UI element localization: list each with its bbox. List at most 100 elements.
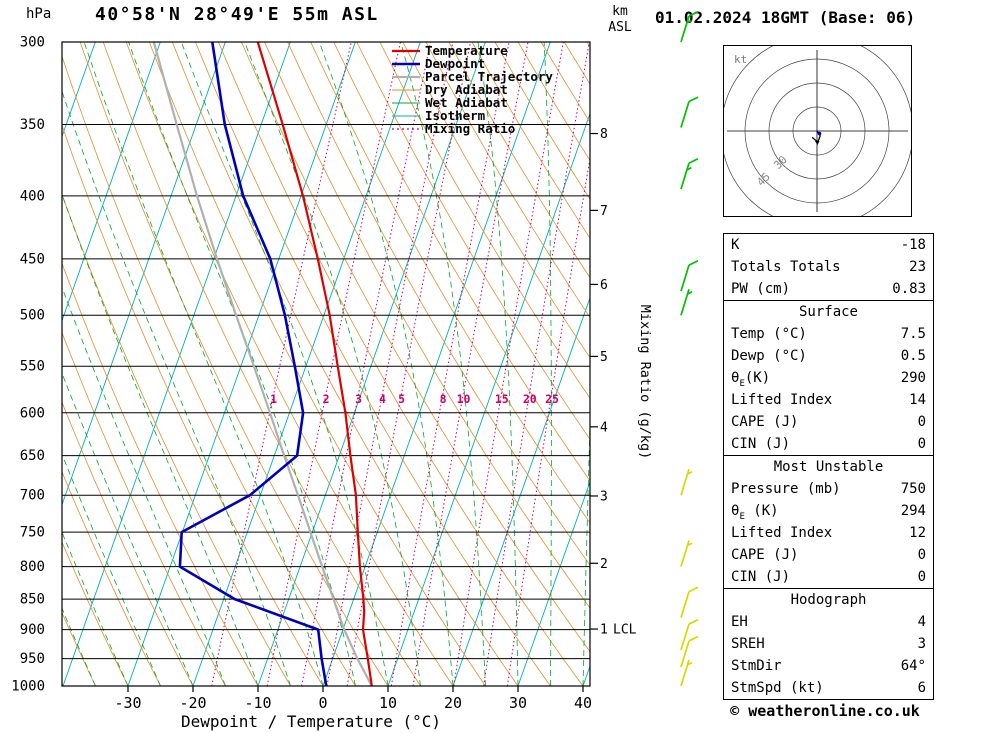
svg-text:4: 4	[379, 392, 386, 406]
wind-barb	[680, 96, 699, 128]
svg-text:-30: -30	[114, 694, 141, 712]
table-row-value: -18	[900, 237, 926, 253]
table-row-value: 0	[917, 569, 926, 585]
chart-background	[62, 42, 590, 686]
mixing-ratio-labels: 1 2 3 4 5 8 10 15 20 25	[270, 392, 559, 406]
table-row: Dewp (°C) 0.5	[724, 345, 933, 367]
hodograph-ring	[768, 82, 866, 180]
svg-text:30: 30	[509, 694, 527, 712]
wind-barb	[680, 260, 699, 292]
table-row: K -18	[724, 234, 933, 256]
table-row-label: SREH	[731, 636, 765, 652]
table-section: K -18 Totals Totals 23 PW (cm) 0.83	[724, 234, 933, 300]
table-row: EH 4	[724, 611, 933, 633]
svg-text:-20: -20	[179, 694, 206, 712]
table-row-value: 0	[917, 436, 926, 452]
table-row-label: θE (K)	[731, 503, 779, 522]
svg-text:40: 40	[574, 694, 592, 712]
parcel-trajectory-curve	[152, 42, 373, 686]
svg-text:850: 850	[20, 592, 45, 608]
svg-text:Isotherm: Isotherm	[425, 108, 486, 123]
table-row-value: 7.5	[900, 326, 926, 342]
table-row-label: StmDir	[731, 658, 782, 674]
table-row-label: CIN (J)	[731, 436, 791, 452]
svg-text:Dewpoint / Temperature (°C): Dewpoint / Temperature (°C)	[181, 712, 441, 731]
table-row: SREH 3	[724, 633, 933, 655]
svg-text:-10: -10	[244, 694, 271, 712]
table-section-header: Hodograph	[790, 592, 867, 608]
table-row-value: 12	[909, 525, 926, 541]
wind-barb	[680, 659, 693, 687]
svg-text:2: 2	[600, 557, 608, 572]
svg-text:900: 900	[20, 622, 45, 638]
hodograph-ring	[792, 106, 842, 156]
svg-text:Temperature: Temperature	[425, 43, 508, 58]
table-row-label: θE(K)	[731, 370, 771, 389]
table-row-value: 4	[917, 614, 926, 630]
table-section: Most Unstable Pressure (mb) 750 θE (K) 294 Li…	[724, 455, 933, 588]
wind-barb	[680, 157, 699, 190]
table-row: Lifted Index 12	[724, 522, 933, 544]
wind-barbs	[680, 10, 699, 687]
svg-text:750: 750	[20, 525, 45, 541]
svg-text:3: 3	[355, 392, 362, 406]
page-title: 40°58'N 28°49'E 55m ASL	[95, 4, 379, 25]
wind-barb	[680, 540, 693, 567]
svg-text:950: 950	[20, 651, 45, 667]
table-section: Hodograph EH 4 SREH 3 StmDir 64° StmSpd (kt) 6	[724, 588, 933, 699]
table-row: CIN (J) 0	[724, 433, 933, 455]
table-row-label: CAPE (J)	[731, 547, 799, 563]
table-row-label: Lifted Index	[731, 525, 833, 541]
svg-text:400: 400	[20, 188, 45, 204]
svg-text:Mixing Ratio: Mixing Ratio	[425, 121, 515, 136]
svg-text:Dewpoint: Dewpoint	[425, 56, 485, 71]
svg-text:15: 15	[495, 392, 509, 406]
table-row: PW (cm) 0.83	[724, 278, 933, 300]
hodograph-unit-label: kt	[734, 53, 747, 66]
pressure-unit-label: hPa	[26, 6, 52, 22]
skewt-chart: 1 2 3 4 5 8 10 15 20 2530035040045050055060065070…	[11, 10, 699, 731]
table-row-label: PW (cm)	[731, 281, 791, 297]
svg-text:7: 7	[600, 204, 608, 219]
table-row-value: 0.83	[892, 281, 926, 297]
svg-text:2: 2	[323, 392, 330, 406]
hodograph-storm-dot	[817, 131, 822, 136]
asl-label: ASL	[608, 20, 632, 35]
svg-text:5: 5	[600, 350, 608, 365]
table-row-label: Pressure (mb)	[731, 481, 841, 497]
table-row: CAPE (J) 0	[724, 411, 933, 433]
svg-text:4: 4	[600, 420, 608, 435]
table-row-value: 64°	[900, 658, 926, 674]
svg-text:300: 300	[20, 35, 45, 51]
table-row-label: Totals Totals	[731, 259, 841, 275]
svg-text:20: 20	[523, 392, 537, 406]
svg-text:700: 700	[20, 488, 45, 504]
svg-text:5: 5	[398, 392, 405, 406]
svg-text:450: 450	[20, 251, 45, 267]
km-label: km	[612, 4, 628, 19]
svg-text:10: 10	[457, 392, 471, 406]
table-row: CAPE (J) 0	[724, 544, 933, 566]
svg-text:3: 3	[600, 489, 608, 504]
temperature-curve	[256, 42, 373, 686]
table-row-value: 0	[917, 547, 926, 563]
table-section: Surface Temp (°C) 7.5 Dewp (°C) 0.5 θE(K) 290 L…	[724, 300, 933, 455]
indices-table: K -18 Totals Totals 23 PW (cm) 0.83 Surface Tem…	[723, 233, 934, 700]
table-row: StmDir 64°	[724, 655, 933, 677]
table-section-header: Most Unstable	[773, 459, 884, 475]
table-row-value: 6	[917, 680, 926, 696]
table-row-value: 750	[900, 481, 926, 497]
table-row: θE(K) 290	[724, 367, 933, 389]
table-row-value: 0	[917, 414, 926, 430]
sounding-profiles	[152, 42, 373, 686]
table-row: θE (K) 294	[724, 500, 933, 522]
svg-text:0: 0	[318, 694, 327, 712]
svg-text:800: 800	[20, 559, 45, 575]
table-row: CIN (J) 0	[724, 566, 933, 588]
wind-barb	[680, 586, 699, 618]
table-row-label: StmSpd (kt)	[731, 680, 824, 696]
table-row: Temp (°C) 7.5	[724, 323, 933, 345]
svg-text:1000: 1000	[11, 679, 45, 695]
